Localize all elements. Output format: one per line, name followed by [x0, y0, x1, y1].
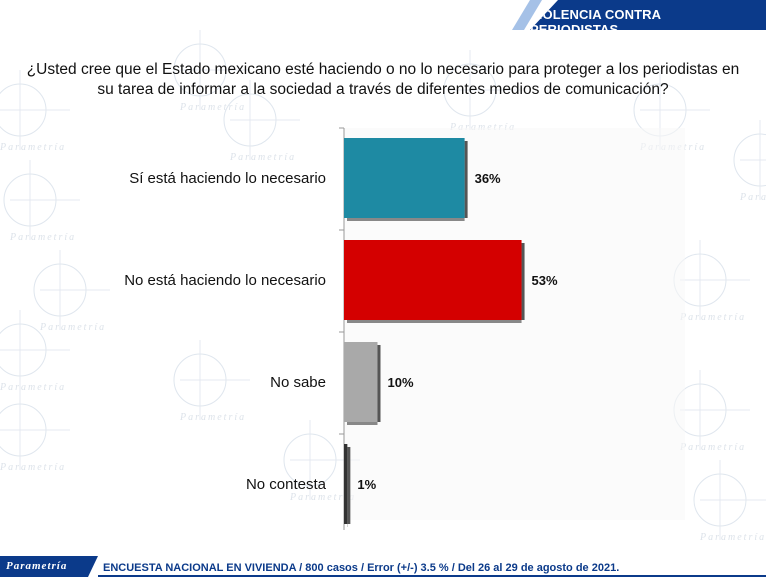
watermark-text: Parametría: [449, 122, 516, 133]
footer-divider: [98, 575, 766, 577]
data-label: 10%: [388, 375, 414, 390]
category-label: No contesta: [246, 476, 327, 493]
category-label: Sí está haciendo lo necesario: [129, 170, 326, 187]
bar-3: [344, 444, 348, 524]
watermark-text: Parametría: [739, 192, 766, 203]
watermark-text: Parametría: [289, 492, 356, 503]
watermark-text: Parametría: [229, 152, 296, 163]
watermark-text: Parametría: [9, 232, 76, 243]
bar-0: [344, 138, 465, 218]
footer-logo: Parametría: [0, 556, 98, 577]
chart-plot-area: [344, 128, 685, 520]
page-title: VIOLENCIA CONTRA PERIODISTAS: [530, 7, 661, 37]
header-bar: VIOLENCIA CONTRA PERIODISTAS: [530, 0, 766, 30]
bar-bottom: [347, 422, 378, 425]
watermark-text: Parametría: [0, 142, 66, 153]
data-label: 1%: [357, 477, 376, 492]
bar-1: [344, 240, 522, 320]
bar-side: [347, 447, 351, 524]
category-label: No sabe: [270, 374, 326, 391]
bar-side: [377, 345, 381, 422]
watermark-text: Parametría: [179, 412, 246, 423]
watermark-text: Parametría: [679, 312, 746, 323]
survey-question: ¿Usted cree que el Estado mexicano esté …: [26, 61, 740, 98]
bar-bottom: [347, 320, 522, 323]
data-label: 53%: [532, 273, 558, 288]
watermark-text: Parametría: [0, 462, 66, 473]
watermark-text: Parametría: [679, 442, 746, 453]
data-label: 36%: [475, 171, 501, 186]
footer-note: ENCUESTA NACIONAL EN VIVIENDA / 800 caso…: [103, 562, 620, 574]
watermark-text: Parametría: [179, 102, 246, 113]
bar-2: [344, 342, 378, 422]
bar-side: [464, 141, 468, 218]
watermark-text: Parametría: [39, 322, 106, 333]
watermark-text: Parametría: [699, 532, 766, 543]
bar-bottom: [347, 218, 465, 221]
watermark-text: Parametría: [0, 382, 66, 393]
bar-side: [521, 243, 525, 320]
category-label: No está haciendo lo necesario: [124, 272, 326, 289]
